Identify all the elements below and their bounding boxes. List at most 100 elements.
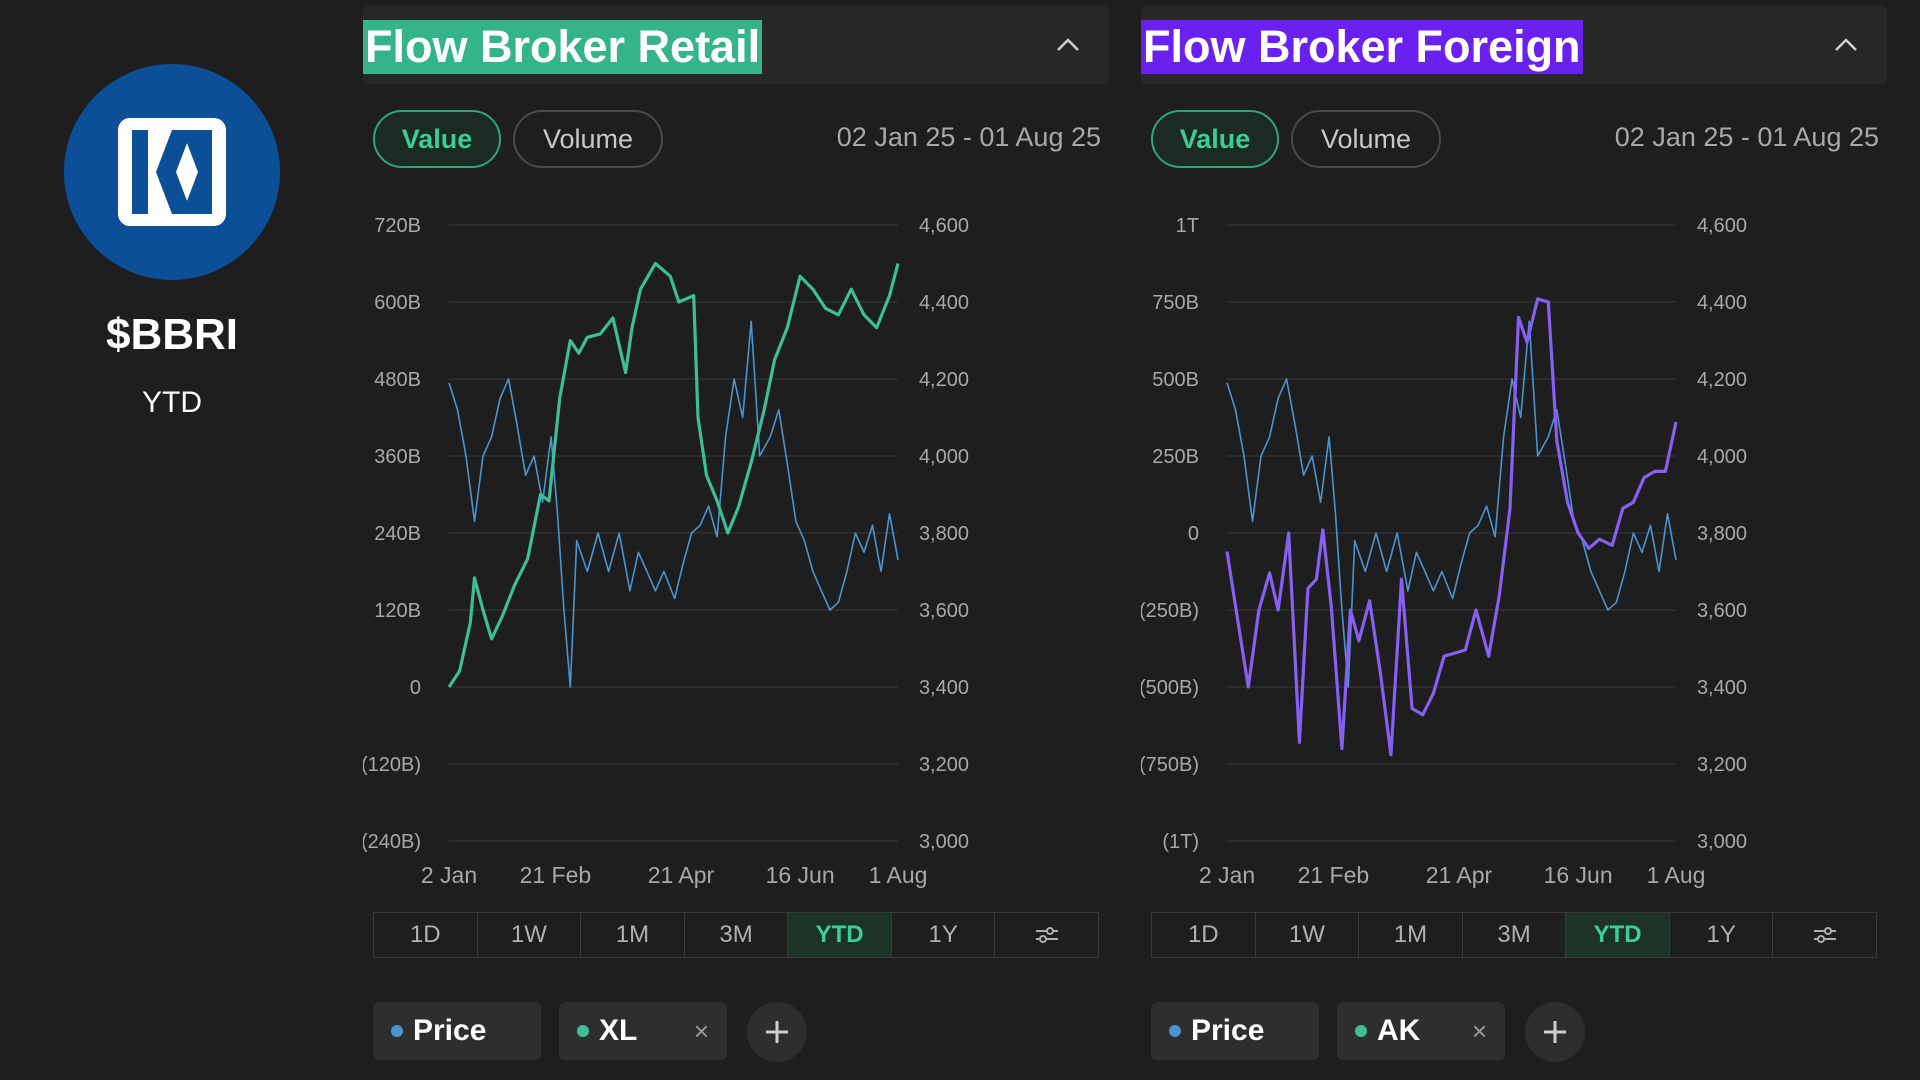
y-left-tick: 720B <box>374 215 421 237</box>
volume-toggle[interactable]: Volume <box>1291 110 1441 168</box>
range-3m[interactable]: 3M <box>1463 913 1567 957</box>
y-left-tick: (500B) <box>1141 677 1199 699</box>
range-1y[interactable]: 1Y <box>1670 913 1774 957</box>
date-range: 02 Jan 25 - 01 Aug 25 <box>836 122 1101 152</box>
y-left-tick: (240B) <box>363 831 421 853</box>
price-dot <box>1169 1025 1181 1037</box>
y-right-tick: 3,200 <box>1697 754 1747 776</box>
y-right-tick: 3,600 <box>919 600 969 622</box>
range-3m[interactable]: 3M <box>685 913 789 957</box>
value-toggle[interactable]: Value <box>373 110 501 168</box>
period-label: YTD <box>142 386 202 419</box>
y-left-tick: 120B <box>374 600 421 622</box>
bri-logo-icon <box>64 64 280 280</box>
price-line <box>1226 320 1677 688</box>
range-1w[interactable]: 1W <box>478 913 582 957</box>
chip-label: Price <box>1191 1014 1265 1047</box>
y-right-tick: 3,000 <box>1697 831 1747 853</box>
y-left-tick: 360B <box>374 446 421 468</box>
y-right-tick: 4,000 <box>1697 446 1747 468</box>
x-tick: 21 Feb <box>520 862 592 888</box>
x-tick: 1 Aug <box>869 862 928 888</box>
x-tick: 21 Apr <box>648 862 715 888</box>
y-left-tick: 1T <box>1176 215 1199 237</box>
chip-label: Price <box>413 1014 487 1047</box>
broker-flow-line <box>1225 297 1678 757</box>
y-right-tick: 4,600 <box>1697 215 1747 237</box>
y-left-tick: 250B <box>1152 446 1199 468</box>
date-range: 02 Jan 25 - 01 Aug 25 <box>1614 122 1879 152</box>
range-ytd[interactable]: YTD <box>788 913 892 957</box>
y-right-tick: 4,200 <box>919 369 969 391</box>
x-tick: 1 Aug <box>1647 862 1706 888</box>
y-right-tick: 4,600 <box>919 215 969 237</box>
y-left-tick: 0 <box>410 677 421 699</box>
range-1m[interactable]: 1M <box>1359 913 1463 957</box>
y-right-tick: 3,800 <box>919 523 969 545</box>
y-left-tick: (250B) <box>1141 600 1199 622</box>
y-right-tick: 3,200 <box>919 754 969 776</box>
y-left-tick: (120B) <box>363 754 421 776</box>
y-left-tick: 500B <box>1152 369 1199 391</box>
y-left-tick: 750B <box>1152 292 1199 314</box>
broker-dot <box>577 1025 589 1037</box>
y-right-tick: 3,400 <box>1697 677 1747 699</box>
sliders-icon[interactable] <box>1773 913 1876 957</box>
range-1m[interactable]: 1M <box>581 913 685 957</box>
retail-panel: Flow Broker Retail Value Volume 02 Jan 2… <box>363 6 1109 1080</box>
range-ytd[interactable]: YTD <box>1566 913 1670 957</box>
price-chip[interactable]: Price <box>373 1002 541 1060</box>
chevron-up-icon[interactable] <box>1829 28 1863 62</box>
sliders-icon[interactable] <box>995 913 1098 957</box>
broker-dot <box>1355 1025 1367 1037</box>
retail-flow-chart: 720B 4,600 600B 4,400 480B 4,200 360B 4,000 240B… <box>363 215 969 888</box>
panel-title: Flow Broker Retail <box>363 20 763 74</box>
range-1d[interactable]: 1D <box>1152 913 1256 957</box>
panel-header: Flow Broker Foreign <box>1141 6 1887 84</box>
y-right-tick: 4,400 <box>919 292 969 314</box>
range-1w[interactable]: 1W <box>1256 913 1360 957</box>
range-selector: 1D 1W 1M 3M YTD 1Y <box>1151 912 1877 958</box>
close-icon[interactable]: × <box>693 1015 709 1046</box>
range-1y[interactable]: 1Y <box>892 913 996 957</box>
chip-label: XL <box>599 1014 638 1047</box>
volume-toggle[interactable]: Volume <box>513 110 663 168</box>
y-right-tick: 3,800 <box>1697 523 1747 545</box>
foreign-panel: Flow Broker Foreign Value Volume 02 Jan … <box>1141 6 1887 1080</box>
y-right-tick: 4,200 <box>1697 369 1747 391</box>
value-toggle[interactable]: Value <box>1151 110 1279 168</box>
y-left-tick: 600B <box>374 292 421 314</box>
plus-icon[interactable] <box>1525 1002 1585 1062</box>
plus-icon[interactable] <box>747 1002 807 1062</box>
foreign-flow-chart: 1T 4,600 750B 4,400 500B 4,200 250B 4,000 0 3,800… <box>1141 215 1747 888</box>
y-right-tick: 4,400 <box>1697 292 1747 314</box>
x-tick: 2 Jan <box>1199 862 1255 888</box>
x-tick: 21 Feb <box>1298 862 1370 888</box>
price-chip[interactable]: Price <box>1151 1002 1319 1060</box>
close-icon[interactable]: × <box>1471 1015 1487 1046</box>
y-right-tick: 3,600 <box>1697 600 1747 622</box>
y-left-tick: (750B) <box>1141 754 1199 776</box>
y-left-tick: 240B <box>374 523 421 545</box>
x-tick: 16 Jun <box>766 862 835 888</box>
panel-title: Flow Broker Foreign <box>1141 20 1583 74</box>
y-right-tick: 4,000 <box>919 446 969 468</box>
chevron-up-icon[interactable] <box>1051 28 1085 62</box>
broker-flow-line <box>447 261 900 688</box>
price-line <box>448 320 899 688</box>
x-tick: 21 Apr <box>1426 862 1493 888</box>
y-right-tick: 3,400 <box>919 677 969 699</box>
y-right-tick: 3,000 <box>919 831 969 853</box>
price-dot <box>391 1025 403 1037</box>
stock-ticker: $BBRI <box>105 310 239 359</box>
x-tick: 2 Jan <box>421 862 477 888</box>
stock-info: $BBRI YTD <box>0 0 344 1080</box>
panel-header: Flow Broker Retail <box>363 6 1109 84</box>
range-1d[interactable]: 1D <box>374 913 478 957</box>
chip-label: AK <box>1377 1014 1421 1047</box>
range-selector: 1D 1W 1M 3M YTD 1Y <box>373 912 1099 958</box>
y-left-tick: 480B <box>374 369 421 391</box>
y-left-tick: 0 <box>1188 523 1199 545</box>
broker-chip[interactable]: AK × <box>1337 1002 1505 1060</box>
broker-chip[interactable]: XL × <box>559 1002 727 1060</box>
